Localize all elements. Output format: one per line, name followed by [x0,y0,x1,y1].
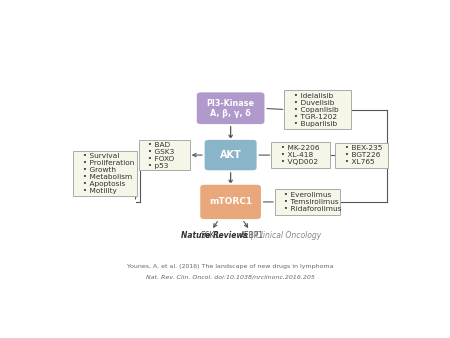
Text: | Clinical Oncology: | Clinical Oncology [248,231,321,240]
Text: 4EBP1: 4EBP1 [239,231,264,240]
FancyBboxPatch shape [139,140,190,170]
FancyBboxPatch shape [274,189,340,215]
FancyBboxPatch shape [335,143,388,168]
FancyBboxPatch shape [199,184,262,220]
FancyBboxPatch shape [203,139,258,171]
Text: • Survival
  • Proliferation
  • Growth
  • Metabolism
  • Apoptosis
  • Motilit: • Survival • Proliferation • Growth • Me… [78,153,135,194]
Text: AKT: AKT [220,150,242,160]
Text: • BAD
  • GSK3
  • FOXO
  • p53: • BAD • GSK3 • FOXO • p53 [144,142,175,169]
Text: PI3-Kinase
A, β, γ, δ: PI3-Kinase A, β, γ, δ [207,99,255,118]
Text: Nature Reviews: Nature Reviews [181,231,248,240]
FancyBboxPatch shape [284,90,351,129]
Text: S6K1: S6K1 [201,231,220,240]
Text: • Idelalisib
  • Duvelisib
  • Copanlisib
  • TGR-1202
  • Buparlisib: • Idelalisib • Duvelisib • Copanlisib • … [289,93,339,126]
FancyBboxPatch shape [196,91,266,125]
Text: • Everolimus
  • Temsirolimus
  • Ridaforolimus: • Everolimus • Temsirolimus • Ridaforoli… [279,192,342,212]
FancyBboxPatch shape [73,151,137,196]
Text: • MK-2206
  • XL-418
  • VQD002: • MK-2206 • XL-418 • VQD002 [276,145,320,165]
Text: • BEX-235
  • BGT226
  • XL765: • BEX-235 • BGT226 • XL765 [340,145,382,165]
Text: mTORC1: mTORC1 [209,197,252,207]
Text: Younes, A. et al. (2016) The landscape of new drugs in lymphoma: Younes, A. et al. (2016) The landscape o… [127,265,334,269]
Text: Nat. Rev. Clin. Oncol. doi:10.1038/nrclinonc.2016.205: Nat. Rev. Clin. Oncol. doi:10.1038/nrcli… [146,275,315,280]
FancyBboxPatch shape [271,142,330,168]
